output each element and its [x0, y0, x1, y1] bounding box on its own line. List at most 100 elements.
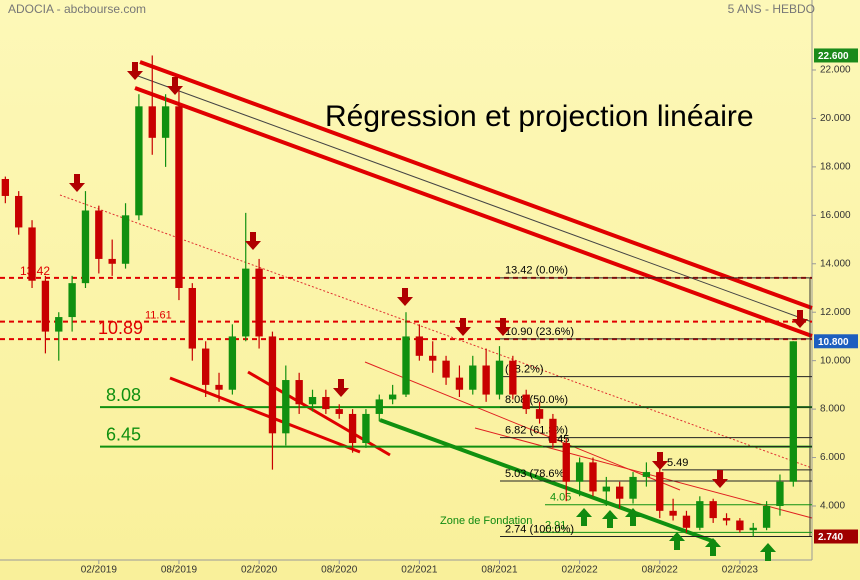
candle-body	[696, 501, 704, 528]
y-tick-label: 22.000	[820, 65, 851, 76]
candle-body	[535, 409, 544, 419]
candle-body	[616, 486, 624, 499]
price-tag	[814, 529, 858, 544]
x-tick-label: 08/2021	[481, 565, 518, 576]
candle-body	[308, 396, 317, 405]
candle-body	[161, 106, 170, 138]
y-tick-label: 20.000	[820, 113, 851, 124]
candle-body	[469, 365, 477, 390]
candle-body	[68, 283, 76, 318]
fib-label: 2.74 (100.0%)	[505, 523, 574, 535]
candle-body	[41, 280, 50, 332]
price-tag	[814, 334, 858, 349]
fib-label: 2.91	[545, 519, 566, 531]
trend-line	[134, 86, 813, 338]
candle-body	[81, 210, 90, 284]
candle-body	[268, 336, 277, 434]
candle-body	[709, 501, 717, 519]
candle-body	[495, 360, 504, 395]
source: ADOCIA - abcbourse.com	[8, 2, 146, 16]
candle-body	[121, 215, 130, 264]
candle-body	[415, 336, 424, 356]
candle-body	[388, 394, 397, 400]
candle-body	[95, 210, 103, 259]
candle-body	[442, 360, 450, 378]
fib-label: 10.90 (23.6%)	[505, 326, 574, 338]
candle-body	[656, 472, 664, 511]
candle-body	[749, 527, 757, 531]
fib-label: 5.03 (78.6%)	[505, 468, 568, 480]
x-tick-label: 02/2021	[401, 565, 438, 576]
candle-body	[682, 515, 691, 528]
candle-body	[255, 268, 263, 337]
candle-body	[375, 399, 383, 414]
candle-body	[776, 481, 784, 506]
period: 5 ANS - HEBDO	[728, 2, 815, 16]
candle-body	[575, 462, 584, 482]
candle-body	[402, 336, 410, 395]
axes: 4.000 6.000 8.000 10.000 12.000 14.000 16.000 1…	[81, 48, 858, 576]
x-tick-label: 02/2023	[722, 565, 759, 576]
trend-line	[59, 194, 813, 469]
x-tick-label: 02/2019	[81, 565, 118, 576]
candle-body	[28, 227, 36, 281]
candle-body	[362, 413, 370, 444]
y-tick-label: 18.000	[820, 162, 851, 173]
candle-body	[148, 106, 156, 138]
candle-body	[322, 396, 330, 410]
candle-body	[348, 413, 357, 444]
candle-body	[15, 195, 23, 228]
y-tick-label: 16.000	[820, 210, 851, 221]
chart-title: Régression et projection linéaire	[325, 100, 754, 133]
level-label: 8.08	[106, 385, 141, 405]
candle-body	[789, 341, 797, 482]
candle-body	[242, 268, 250, 337]
annotation: Zone de Fondation	[440, 515, 532, 527]
candle-body	[642, 472, 651, 477]
trend-line	[137, 75, 813, 323]
candle-body	[455, 377, 464, 390]
y-tick-label: 12.000	[820, 307, 851, 318]
candle-body	[722, 518, 731, 521]
candle-body	[215, 384, 223, 390]
candle-body	[282, 380, 290, 434]
candle-body	[201, 348, 210, 385]
y-tick-label: 10.000	[820, 355, 851, 366]
candle-body	[736, 520, 744, 531]
level-label: 11.61	[145, 310, 172, 322]
price-tag-label: 10.800	[818, 337, 849, 348]
candle-body	[522, 394, 530, 410]
price-tag-label: 2.740	[818, 532, 843, 543]
trend-line	[169, 376, 361, 454]
candle-body	[228, 336, 237, 390]
price-tag-label: 22.600	[818, 51, 849, 62]
y-tick-label: 8.000	[820, 404, 845, 415]
fib-label: 13.42 (0.0%)	[505, 265, 568, 277]
x-tick-label: 08/2022	[642, 565, 679, 576]
level-label: 6.45	[106, 424, 141, 444]
x-tick-label: 08/2019	[161, 565, 198, 576]
y-tick-label: 6.000	[820, 452, 845, 463]
candle-body	[135, 106, 143, 216]
candle-body	[629, 476, 637, 499]
trend-line	[139, 60, 813, 310]
level-label: 10.89	[98, 318, 143, 338]
price-tag	[814, 48, 858, 63]
candle-body	[669, 510, 677, 516]
candle-body	[55, 317, 63, 332]
x-tick-label: 08/2020	[321, 565, 358, 576]
fib-label: 8.08 (50.0%)	[505, 394, 568, 406]
candle-body	[549, 418, 557, 444]
fib-label: 5.49	[667, 457, 688, 469]
candle-body	[429, 355, 437, 361]
candle-body	[295, 380, 303, 405]
candle-body	[108, 258, 116, 264]
candle-body	[188, 287, 196, 349]
candle-body	[762, 505, 771, 528]
x-tick-label: 02/2020	[241, 565, 278, 576]
candle-body	[562, 443, 570, 482]
candle-body	[509, 360, 517, 395]
